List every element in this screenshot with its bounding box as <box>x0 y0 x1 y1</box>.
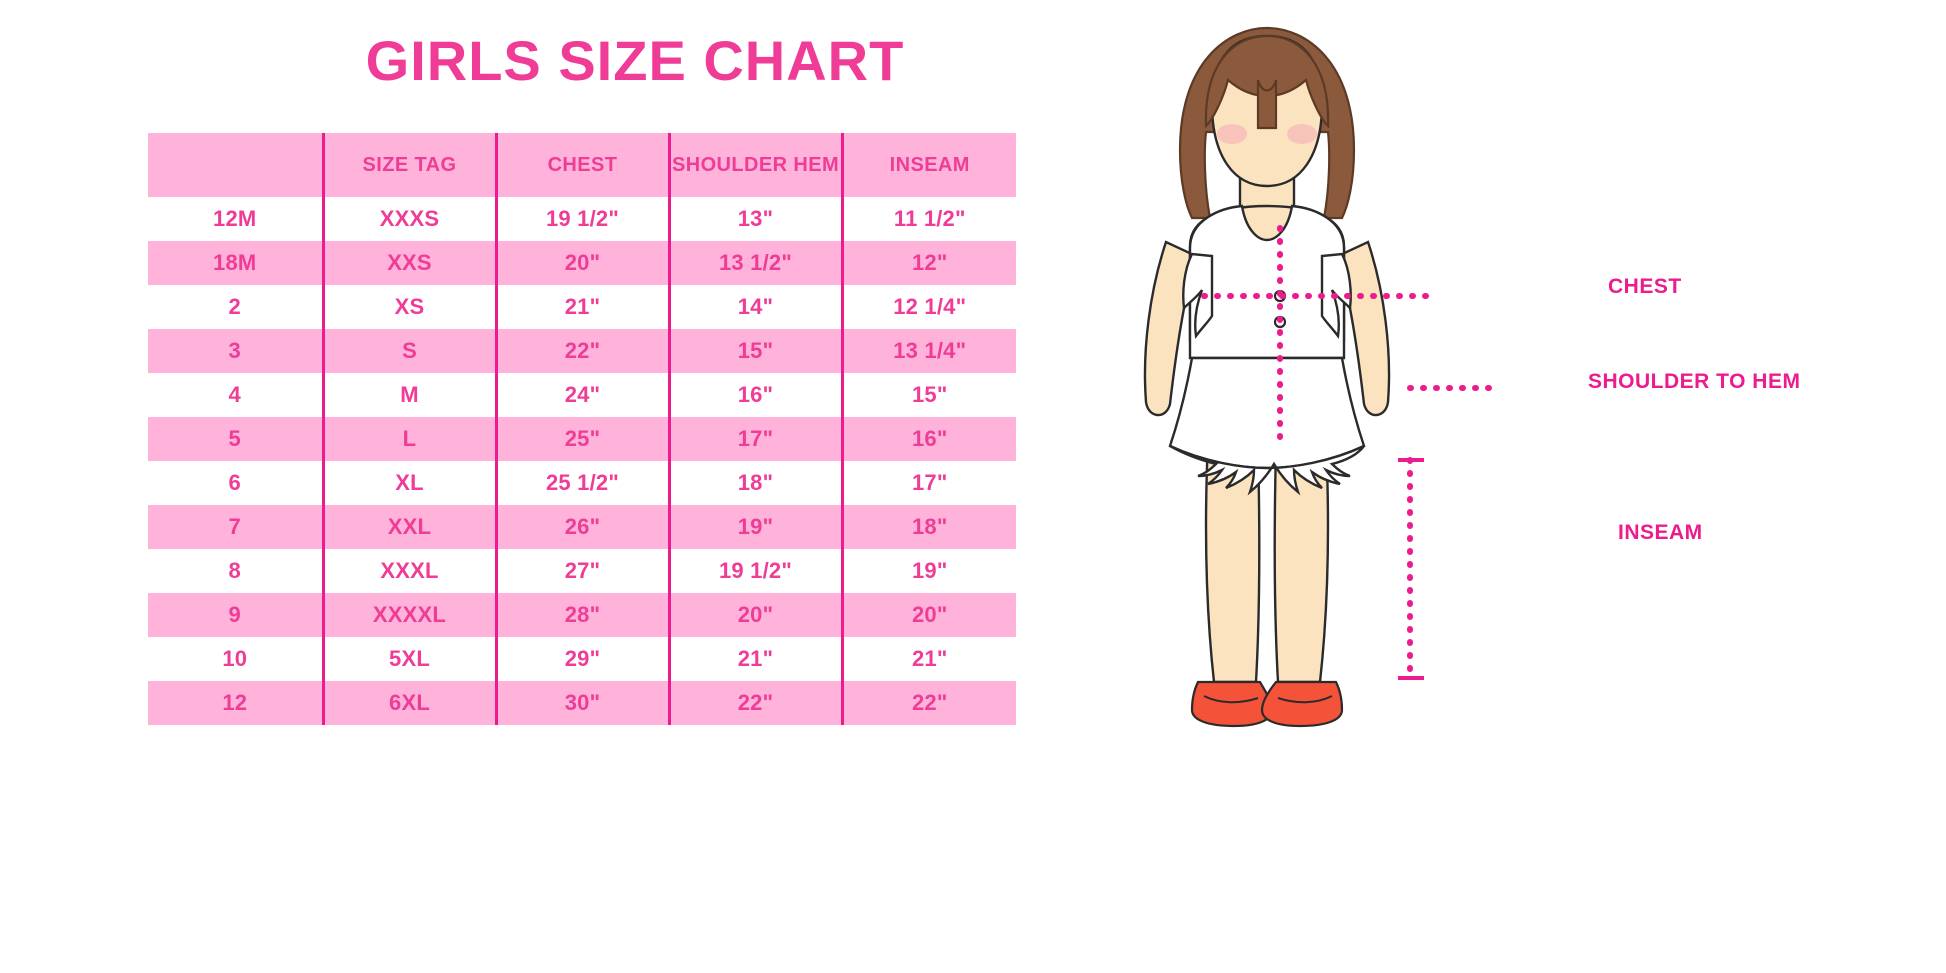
cell-size: 12 <box>148 681 323 725</box>
cell-size: 2 <box>148 285 323 329</box>
cell-size-tag: XXXS <box>321 197 496 241</box>
cell-size: 3 <box>148 329 323 373</box>
cell-chest: 24" <box>494 373 669 417</box>
cell-size-tag: 5XL <box>321 637 496 681</box>
table-row: 18M XXS 20" 13 1/2" 12" <box>148 241 1016 285</box>
cell-shoulder-hem: 16" <box>667 373 842 417</box>
cell-inseam: 20" <box>840 593 1016 637</box>
cell-shoulder-hem: 17" <box>667 417 842 461</box>
annotation-chest: CHEST <box>1608 275 1682 298</box>
cell-shoulder-hem: 13 1/2" <box>667 241 842 285</box>
cell-inseam: 12" <box>840 241 1016 285</box>
cell-size: 9 <box>148 593 323 637</box>
cell-shoulder-hem: 15" <box>667 329 842 373</box>
cell-size-tag: XXS <box>321 241 496 285</box>
cell-chest: 30" <box>494 681 669 725</box>
table-header: SIZE TAG CHEST SHOULDER HEM INSEAM <box>148 133 1016 197</box>
cell-chest: 21" <box>494 285 669 329</box>
cell-inseam: 22" <box>840 681 1016 725</box>
table-row: 2 XS 21" 14" 12 1/4" <box>148 285 1016 329</box>
cell-shoulder-hem: 19 1/2" <box>667 549 842 593</box>
table-row: 7 XXL 26" 19" 18" <box>148 505 1016 549</box>
cell-size-tag: XXXL <box>321 549 496 593</box>
cell-inseam: 13 1/4" <box>840 329 1016 373</box>
page-title: GIRLS SIZE CHART <box>365 29 905 92</box>
table-row: 12 6XL 30" 22" 22" <box>148 681 1016 725</box>
cell-inseam: 11 1/2" <box>840 197 1016 241</box>
cell-inseam: 16" <box>840 417 1016 461</box>
cell-size: 5 <box>148 417 323 461</box>
cell-size-tag: S <box>321 329 496 373</box>
cell-inseam: 12 1/4" <box>840 285 1016 329</box>
col-header-size-tag: SIZE TAG <box>321 133 496 197</box>
cell-inseam: 18" <box>840 505 1016 549</box>
cell-shoulder-hem: 18" <box>667 461 842 505</box>
cell-size-tag: 6XL <box>321 681 496 725</box>
cell-chest: 25" <box>494 417 669 461</box>
cell-size-tag: XL <box>321 461 496 505</box>
table-header-row: SIZE TAG CHEST SHOULDER HEM INSEAM <box>148 133 1016 197</box>
cell-chest: 28" <box>494 593 669 637</box>
table-row: 4 M 24" 16" 15" <box>148 373 1016 417</box>
cell-chest: 22" <box>494 329 669 373</box>
cell-inseam: 17" <box>840 461 1016 505</box>
cell-inseam: 21" <box>840 637 1016 681</box>
col-header-shoulder-hem: SHOULDER HEM <box>667 133 842 197</box>
annotation-shoulder-to-hem: SHOULDER TO HEM <box>1588 370 1801 393</box>
cell-shoulder-hem: 13" <box>667 197 842 241</box>
cell-size: 18M <box>148 241 323 285</box>
table-body: 12M XXXS 19 1/2" 13" 11 1/2" 18M XXS 20" 13 1/2"… <box>148 197 1016 725</box>
cell-size: 10 <box>148 637 323 681</box>
cell-size: 8 <box>148 549 323 593</box>
cell-shoulder-hem: 20" <box>667 593 842 637</box>
cell-chest: 25 1/2" <box>494 461 669 505</box>
table-row: 5 L 25" 17" 16" <box>148 417 1016 461</box>
table-row: 3 S 22" 15" 13 1/4" <box>148 329 1016 373</box>
cell-size: 7 <box>148 505 323 549</box>
cell-shoulder-hem: 21" <box>667 637 842 681</box>
cell-shoulder-hem: 19" <box>667 505 842 549</box>
cell-chest: 27" <box>494 549 669 593</box>
cell-size-tag: XS <box>321 285 496 329</box>
cell-shoulder-hem: 14" <box>667 285 842 329</box>
cell-size: 4 <box>148 373 323 417</box>
cell-size: 12M <box>148 197 323 241</box>
cell-size-tag: XXL <box>321 505 496 549</box>
col-header-chest: CHEST <box>494 133 669 197</box>
table-row: 9 XXXXL 28" 20" 20" <box>148 593 1016 637</box>
size-chart-table-wrap: SIZE TAG CHEST SHOULDER HEM INSEAM 12M XX… <box>148 133 1016 725</box>
annotation-inseam: INSEAM <box>1618 521 1703 544</box>
girl-figure-illustration: .sk{fill:#fbe3bf;stroke:#2b2b2b;stroke-w… <box>1080 10 1540 750</box>
cell-chest: 20" <box>494 241 669 285</box>
table-row: 12M XXXS 19 1/2" 13" 11 1/2" <box>148 197 1016 241</box>
cell-size-tag: L <box>321 417 496 461</box>
cell-size: 6 <box>148 461 323 505</box>
table-row: 6 XL 25 1/2" 18" 17" <box>148 461 1016 505</box>
cell-size-tag: XXXXL <box>321 593 496 637</box>
cell-inseam: 15" <box>840 373 1016 417</box>
cell-chest: 19 1/2" <box>494 197 669 241</box>
table-row: 8 XXXL 27" 19 1/2" 19" <box>148 549 1016 593</box>
size-chart-table: SIZE TAG CHEST SHOULDER HEM INSEAM 12M XX… <box>148 133 1016 725</box>
col-header-inseam: INSEAM <box>840 133 1016 197</box>
cell-inseam: 19" <box>840 549 1016 593</box>
cell-shoulder-hem: 22" <box>667 681 842 725</box>
cell-chest: 29" <box>494 637 669 681</box>
cell-chest: 26" <box>494 505 669 549</box>
cell-size-tag: M <box>321 373 496 417</box>
col-header-size <box>148 133 323 197</box>
table-row: 10 5XL 29" 21" 21" <box>148 637 1016 681</box>
